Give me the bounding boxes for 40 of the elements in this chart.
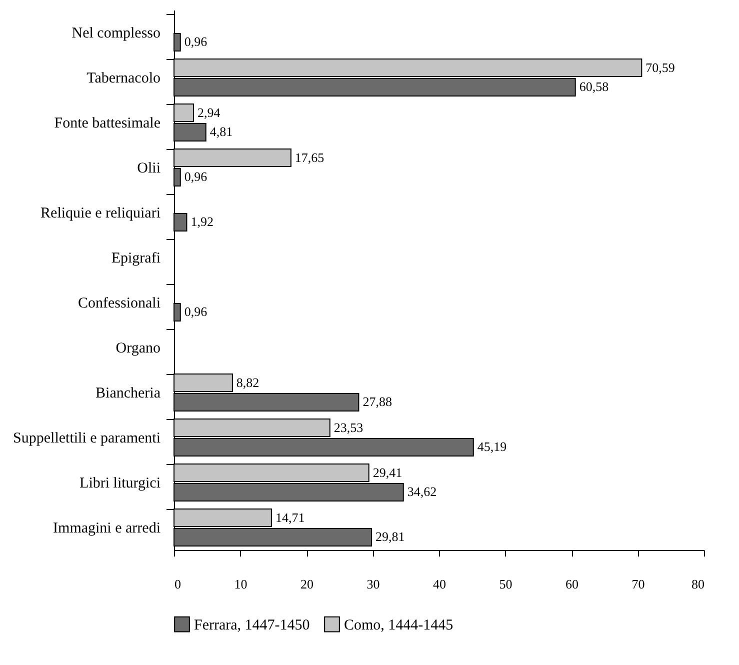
data-label: 23,53 xyxy=(334,420,364,435)
data-label: 29,41 xyxy=(372,464,402,480)
x-tick-label: 0 xyxy=(174,576,181,592)
data-label: 0,96 xyxy=(184,304,208,320)
x-tick-label: 30 xyxy=(366,576,380,592)
x-tick-label: 60 xyxy=(566,576,578,592)
y-tick-label: Suppellettili e paramenti xyxy=(13,430,160,446)
y-tick-label: Reliquie e reliquiari xyxy=(40,206,160,222)
data-label: 0,96 xyxy=(184,34,208,50)
legend-label: Ferrara, 1447-1450 xyxy=(194,617,310,634)
y-tick-label: Fonte battesimale xyxy=(54,116,161,132)
data-label: 27,88 xyxy=(362,394,392,410)
y-tick-label: Tabernacolo xyxy=(86,70,160,86)
data-label: 60,58 xyxy=(579,79,609,94)
data-label: 34,62 xyxy=(407,484,437,500)
y-tick-label: Nel complesso xyxy=(72,26,160,42)
x-tick-label: 50 xyxy=(499,576,512,592)
y-tick-label: Immagini e arredi xyxy=(53,520,160,536)
x-tick-label: 20 xyxy=(300,576,314,592)
data-label: 14,71 xyxy=(275,510,305,525)
y-tick-label: Biancheria xyxy=(96,386,161,402)
y-tick-label: Confessionali xyxy=(78,296,160,312)
data-label: 8,82 xyxy=(236,374,260,390)
data-label: 17,65 xyxy=(294,150,324,165)
y-tick-label: Olii xyxy=(137,160,160,176)
data-label: 2,94 xyxy=(197,104,221,120)
data-label: 45,19 xyxy=(477,439,507,454)
x-tick-label: 70 xyxy=(632,576,645,592)
y-tick-label: Epigrafi xyxy=(111,250,160,266)
legend-label: Como, 1444-1445 xyxy=(344,617,454,634)
x-tick-label: 80 xyxy=(692,576,704,592)
y-tick-label: Libri liturgici xyxy=(80,476,160,492)
data-label: 0,96 xyxy=(184,169,208,184)
x-tick-label: 10 xyxy=(234,576,248,592)
y-tick-label: Organo xyxy=(116,340,160,356)
data-label: 4,81 xyxy=(210,124,233,140)
x-tick-label: 40 xyxy=(433,576,446,592)
data-label: 70,59 xyxy=(646,60,675,75)
data-label: 1,92 xyxy=(190,214,214,230)
data-label: 29,81 xyxy=(375,529,405,544)
